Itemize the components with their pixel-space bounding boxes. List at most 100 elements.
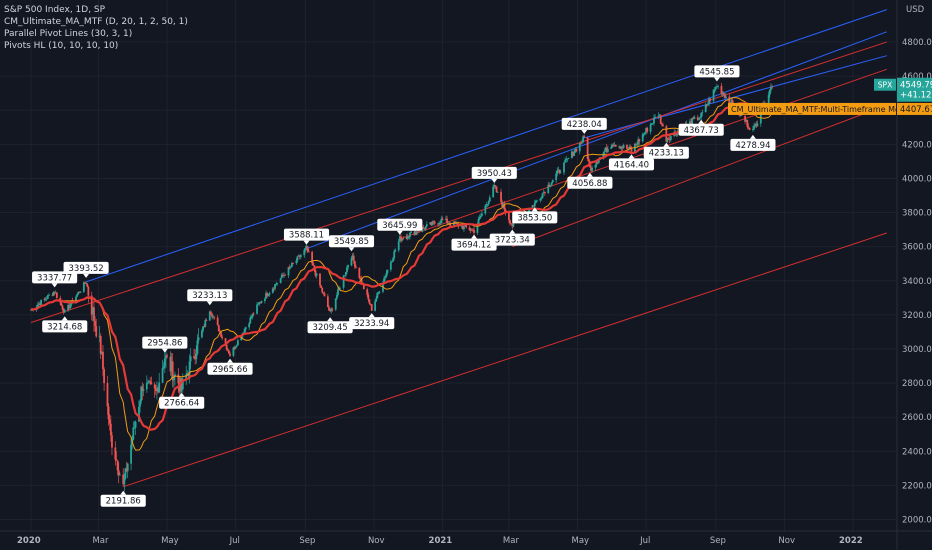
- candle-body: [174, 374, 176, 377]
- candle-body: [279, 278, 282, 283]
- candle-body: [36, 304, 39, 307]
- pivot-label-pointer: [749, 134, 756, 139]
- candle-body: [413, 231, 416, 236]
- candle-body: [249, 317, 252, 324]
- candle-body: [744, 115, 746, 122]
- candle-body: [337, 289, 339, 296]
- candle-body: [202, 326, 204, 331]
- symbol-title[interactable]: S&P 500 Index, 1D, SP: [4, 5, 106, 15]
- candle-body: [493, 185, 496, 187]
- candle-body: [398, 236, 401, 242]
- candle-body: [630, 148, 633, 152]
- candle-body: [344, 272, 347, 276]
- candle-body: [90, 295, 93, 315]
- candle-body: [347, 265, 350, 268]
- candle-body: [226, 349, 229, 351]
- candle-body: [194, 358, 197, 360]
- candle-body: [654, 116, 656, 118]
- candle-body: [721, 92, 724, 95]
- candle-body: [693, 117, 696, 119]
- candle-body: [484, 205, 487, 214]
- candle-body: [478, 216, 481, 219]
- pivot-label-text: 3950.43: [477, 169, 512, 179]
- pivot-label-text: 4233.13: [649, 149, 684, 159]
- candle-body: [405, 236, 408, 239]
- channel-line-red: [30, 41, 887, 323]
- pivot-label-box: [63, 261, 109, 274]
- candle-body: [410, 231, 412, 233]
- candle-body: [463, 226, 465, 230]
- pivot-label-box: [377, 218, 423, 231]
- candle-body: [567, 158, 570, 160]
- pivot-label-text: 3209.45: [313, 323, 348, 333]
- candle-body: [321, 287, 324, 293]
- candle-body: [477, 218, 480, 224]
- grid-lines: [0, 0, 896, 531]
- candle-body: [307, 251, 310, 253]
- candle-body: [641, 134, 644, 142]
- candle-body: [287, 267, 290, 276]
- price-tick-label: 3400.00: [902, 277, 932, 287]
- candle-body: [748, 127, 751, 131]
- candle-body: [368, 299, 371, 304]
- time-tick-label: Mar: [92, 536, 109, 546]
- candle-body: [46, 295, 49, 299]
- candle-body: [637, 139, 640, 145]
- price-tick-label: 2400.00: [902, 447, 932, 457]
- candle-body: [555, 173, 558, 181]
- candle-body: [619, 146, 622, 149]
- pivot-label-pointer: [206, 301, 213, 306]
- candle-body: [510, 223, 513, 225]
- candle-body: [248, 323, 251, 328]
- candle-body: [407, 236, 410, 239]
- pivot-label-text: 4278.94: [735, 141, 770, 151]
- candle-body: [503, 203, 506, 210]
- candle-body: [441, 218, 444, 220]
- indicator-ma-mtf[interactable]: CM_Ultimate_MA_MTF (D, 20, 1, 2, 50, 1): [4, 17, 188, 27]
- pivot-label-box: [32, 271, 78, 284]
- pivot-label-pointer: [303, 240, 310, 245]
- candle-body: [541, 193, 544, 198]
- pivot-label-pointer: [178, 392, 185, 397]
- candle-body: [566, 158, 569, 160]
- time-axis[interactable]: 2020 Mar May Jul Sep Nov 2021 Mar May Jul Sep Nov 20…: [0, 530, 932, 546]
- candle-body: [225, 344, 228, 350]
- candle-body: [220, 332, 222, 337]
- candle-body: [260, 301, 263, 303]
- candle-body: [645, 127, 647, 133]
- pivot-label-low: 4233.13: [643, 142, 689, 159]
- channel-line-red: [123, 232, 887, 488]
- candle-body: [606, 148, 609, 152]
- indicator-pivots-hl[interactable]: Pivots HL (10, 10, 10, 10): [4, 41, 119, 51]
- candle-body: [406, 236, 409, 239]
- pivot-label-box: [307, 321, 353, 334]
- candle-body: [635, 144, 637, 145]
- candle-body: [177, 374, 180, 384]
- pivot-label-pointer: [509, 229, 516, 234]
- pivot-label-pointer: [586, 172, 593, 177]
- candle-body: [359, 277, 362, 279]
- symbol-badge: [874, 78, 896, 91]
- candle-body: [500, 191, 502, 202]
- pivot-label-pointer: [83, 273, 90, 278]
- pivot-label-box: [207, 362, 253, 375]
- pivot-label-text: 3233.13: [192, 291, 227, 301]
- candle-body: [638, 139, 641, 142]
- candle-body: [234, 346, 237, 349]
- candle-body: [188, 361, 191, 377]
- candle-body: [134, 421, 137, 428]
- pivot-label-pointer: [531, 207, 538, 212]
- channel-line-blue: [85, 9, 887, 283]
- candle-body: [211, 313, 213, 317]
- candle-body: [415, 231, 418, 233]
- candle-body: [414, 231, 417, 236]
- candle-body: [756, 123, 759, 127]
- pivot-label-box: [159, 396, 205, 409]
- candle-body: [696, 117, 699, 120]
- candle-body: [646, 127, 649, 132]
- candle-body: [109, 423, 112, 436]
- candle-body: [55, 292, 58, 298]
- indicator-pivot-lines[interactable]: Parallel Pivot Lines (30, 3, 1): [4, 29, 133, 39]
- candle-body: [759, 114, 762, 124]
